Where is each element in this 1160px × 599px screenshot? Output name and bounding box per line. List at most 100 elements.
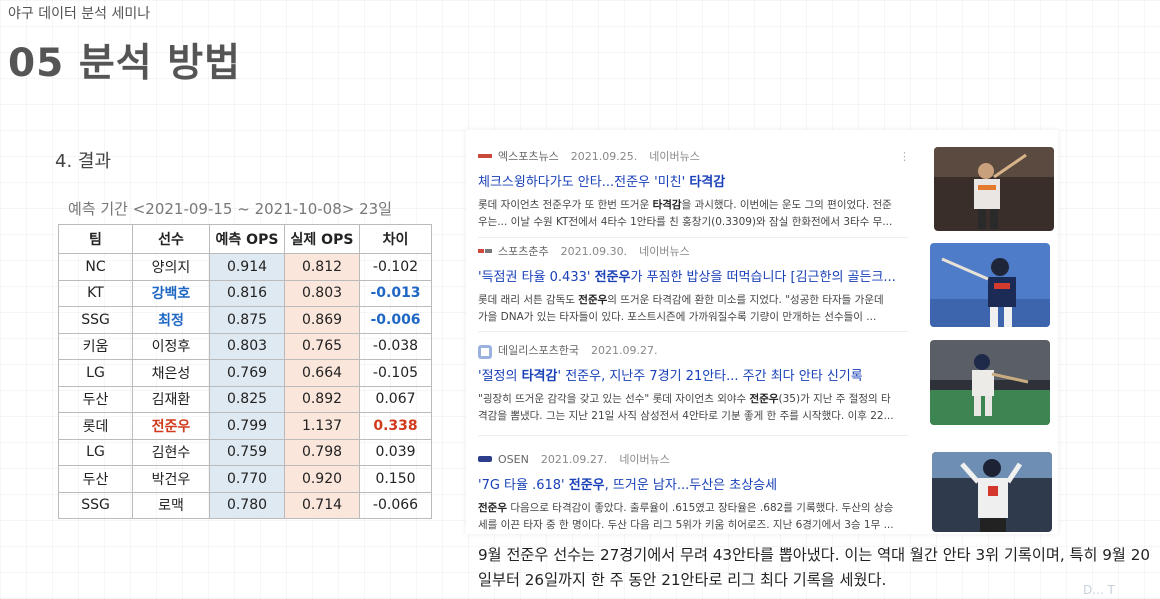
news-header: 엑스포츠뉴스 2021.09.25. 네이버뉴스 xyxy=(478,148,908,164)
news-title-keyword: 타격감 xyxy=(521,369,558,384)
news-title-keyword: 전준우 xyxy=(568,478,605,493)
news-title-link[interactable]: 체크스윙하다가도 안타...전준우 '미친' 타격감 xyxy=(478,171,908,190)
news-item: OSEN 2021.09.27. 네이버뉴스 '7G 타율 .618' 전준우,… xyxy=(478,451,908,534)
news-portal-link[interactable]: 네이버뉴스 xyxy=(649,150,700,163)
diff-cell: -0.038 xyxy=(359,332,432,360)
diff-cell: -0.105 xyxy=(359,359,432,387)
team-cell: 두산 xyxy=(58,465,133,493)
snippet-keyword: 타격감 xyxy=(652,199,682,211)
pred-ops-cell: 0.825 xyxy=(209,385,285,413)
source-logo-icon xyxy=(478,454,492,464)
seminar-label: 야구 데이터 분석 세미나 xyxy=(8,6,151,22)
pred-ops-cell: 0.770 xyxy=(209,465,285,493)
news-title-link[interactable]: '7G 타율 .618' 전준우, 뜨거운 남자...두산은 초상승세 xyxy=(478,474,908,493)
news-thumbnail-1[interactable] xyxy=(934,147,1054,231)
section-label: 4. 결과 xyxy=(55,151,112,172)
table-row: SSG 로맥 0.780 0.714 -0.066 xyxy=(58,491,432,519)
snippet-text: 세를 이끈 타자 중 한 명이다. 두산 다음 리그 5위가 키움 히어로즈. … xyxy=(478,519,894,531)
actual-ops-cell: 0.714 xyxy=(284,491,360,519)
news-title-text: '득점권 타율 0.433' xyxy=(478,270,595,285)
table-row: LG 김현수 0.759 0.798 0.039 xyxy=(58,438,432,466)
news-item: 데일리스포츠한국 2021.09.27. '절정의 타격감' 전준우, 지난주 … xyxy=(478,342,908,425)
pred-ops-cell: 0.799 xyxy=(209,412,285,440)
news-snippet: "굉장히 뜨거운 감각을 갖고 있는 선수" 롯데 자이언츠 외야수 전준우(3… xyxy=(478,391,908,425)
news-date: 2021.09.30. xyxy=(560,244,628,258)
snippet-keyword: 전준우 xyxy=(578,294,608,306)
col-header-team: 팀 xyxy=(58,224,133,254)
team-cell: SSG xyxy=(58,306,133,334)
news-title-text: 가 푸짐한 밥상을 떠먹습니다 [김근한의 골든크... xyxy=(630,270,896,285)
table-row: 두산 박건우 0.770 0.920 0.150 xyxy=(58,465,432,493)
player-cell: 김재환 xyxy=(132,385,210,413)
news-header: 스포츠춘추 2021.09.30. 네이버뉴스 xyxy=(478,243,908,259)
news-source[interactable]: 엑스포츠뉴스 xyxy=(498,150,559,163)
source-logo-icon xyxy=(478,345,492,359)
diff-cell: -0.102 xyxy=(359,253,432,281)
team-cell: 롯데 xyxy=(58,412,133,440)
player-cell: 최정 xyxy=(132,306,210,334)
actual-ops-cell: 0.869 xyxy=(284,306,360,334)
news-portal-link[interactable]: 네이버뉴스 xyxy=(619,453,670,466)
diff-cell: -0.013 xyxy=(359,279,432,307)
team-cell: SSG xyxy=(58,491,133,519)
news-header: 데일리스포츠한국 2021.09.27. xyxy=(478,342,908,359)
ops-table: 팀 선수 예측 OPS 실제 OPS 차이 NC 양의지 0.914 0.812… xyxy=(58,224,432,519)
news-thumbnail-4[interactable] xyxy=(932,452,1052,532)
news-source[interactable]: OSEN xyxy=(498,452,529,466)
pred-ops-cell: 0.769 xyxy=(209,359,285,387)
page-title: 05 분석 방법 xyxy=(8,41,241,86)
actual-ops-cell: 1.137 xyxy=(284,412,360,440)
news-title-text: 체크스윙하다가도 안타...전준우 '미친' xyxy=(478,175,690,190)
player-cell: 양의지 xyxy=(132,253,210,281)
player-cell: 채은성 xyxy=(132,359,210,387)
snippet-text: "굉장히 뜨거운 감각을 갖고 있는 선수" 롯데 자이언츠 외야수 xyxy=(478,393,750,405)
news-title-text: , 뜨거운 남자...두산은 초상승세 xyxy=(604,478,778,493)
news-date: 2021.09.25. xyxy=(570,149,638,163)
news-snippet: 롯데 래리 서튼 감독도 전준우의 뜨거운 타격감에 환한 미소를 지었다. "… xyxy=(478,292,908,326)
more-options-icon[interactable]: ⋮ xyxy=(899,150,910,163)
snippet-keyword: 전준우 xyxy=(478,502,507,514)
source-logo-icon xyxy=(478,151,492,161)
player-cell: 전준우 xyxy=(132,412,210,440)
news-title-text: ' 전준우, 지난주 7경기 21안타... 주간 최다 안타 신기록 xyxy=(557,369,863,384)
actual-ops-cell: 0.920 xyxy=(284,465,360,493)
news-title-keyword: 전준우 xyxy=(594,270,631,285)
news-thumbnail-3[interactable] xyxy=(930,340,1050,425)
table-row: 키움 이정후 0.803 0.765 -0.038 xyxy=(58,332,432,360)
news-snippet: 전준우 다음으로 타격감이 좋았다. 출루율이 .615였고 장타율은 .682… xyxy=(478,500,908,534)
news-date: 2021.09.27. xyxy=(590,343,658,357)
actual-ops-cell: 0.803 xyxy=(284,279,360,307)
table-row: 롯데 전준우 0.799 1.137 0.338 xyxy=(58,412,432,440)
news-source[interactable]: 데일리스포츠한국 xyxy=(498,344,579,357)
news-title-keyword: 타격감 xyxy=(689,175,726,190)
actual-ops-cell: 0.798 xyxy=(284,438,360,466)
table-row: NC 양의지 0.914 0.812 -0.102 xyxy=(58,253,432,281)
news-portal-link[interactable]: 네이버뉴스 xyxy=(639,245,690,258)
diff-cell: 0.039 xyxy=(359,438,432,466)
actual-ops-cell: 0.664 xyxy=(284,359,360,387)
snippet-text: 가을 DNA가 있는 타자들이 있다. 포스트시즌에 가까워질수록 기량이 만개… xyxy=(478,311,877,323)
col-header-player: 선수 xyxy=(132,224,210,254)
news-title-link[interactable]: '득점권 타율 0.433' 전준우가 푸짐한 밥상을 떠먹습니다 [김근한의 … xyxy=(478,266,908,285)
player-cell: 강백호 xyxy=(132,279,210,307)
snippet-text: 다음으로 타격감이 좋았다. 출루율이 .615였고 장타율은 .682를 기록… xyxy=(506,502,894,514)
news-source[interactable]: 스포츠춘추 xyxy=(498,245,549,258)
diff-cell: 0.150 xyxy=(359,465,432,493)
team-cell: KT xyxy=(58,279,133,307)
diff-cell: -0.066 xyxy=(359,491,432,519)
diff-cell: -0.006 xyxy=(359,306,432,334)
actual-ops-cell: 0.812 xyxy=(284,253,360,281)
col-header-actual-ops: 실제 OPS xyxy=(284,224,360,254)
summary-text: 9월 전준우 선수는 27경기에서 무려 43안타를 뽑아냈다. 이는 역대 월… xyxy=(478,546,1151,589)
news-title-link[interactable]: '절정의 타격감' 전준우, 지난주 7경기 21안타... 주간 최다 안타 … xyxy=(478,365,908,384)
watermark: D... T xyxy=(1083,583,1115,597)
divider xyxy=(478,331,908,332)
team-cell: LG xyxy=(58,438,133,466)
news-snippet: 롯데 자이언츠 전준우가 또 한번 뜨거운 타격감을 과시했다. 이번에는 운도… xyxy=(478,197,908,231)
player-cell: 로맥 xyxy=(132,491,210,519)
col-header-diff: 차이 xyxy=(359,224,432,254)
snippet-text: 롯데 래리 서튼 감독도 xyxy=(478,294,579,306)
news-panel: 엑스포츠뉴스 2021.09.25. 네이버뉴스 체크스윙하다가도 안타...전… xyxy=(466,130,1058,534)
news-thumbnail-2[interactable] xyxy=(930,243,1050,327)
divider xyxy=(478,237,908,238)
